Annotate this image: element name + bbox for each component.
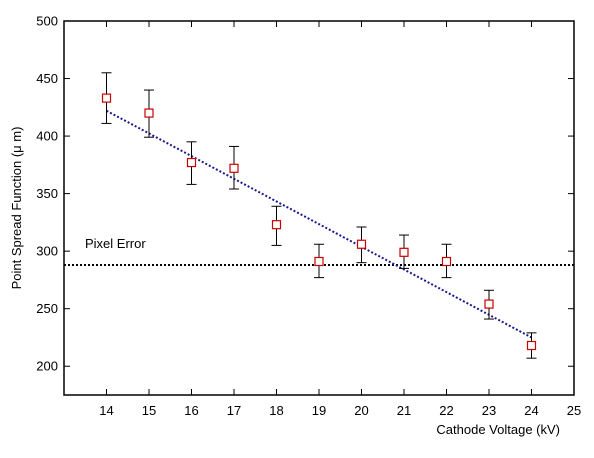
x-tick-label: 18: [269, 403, 283, 418]
data-point: [271, 220, 282, 230]
y-tick-label: 350: [36, 186, 58, 201]
y-tick-label: 450: [36, 71, 58, 86]
data-point: [186, 157, 197, 168]
data-point: [101, 93, 112, 103]
data-point: [484, 299, 494, 309]
y-tick-label: 500: [36, 14, 58, 29]
x-tick-label: 14: [99, 403, 113, 418]
data-point: [144, 108, 154, 118]
x-tick-label: 15: [142, 403, 156, 418]
x-tick-label: 24: [524, 403, 538, 418]
x-tick-label: 23: [482, 403, 496, 418]
y-axis: 200 250 300 350 400 450 500: [36, 14, 574, 374]
x-tick-label: 19: [312, 403, 326, 418]
plot-frame: [63, 20, 575, 396]
data-point: [356, 239, 367, 249]
data-point: [229, 163, 239, 173]
data-point: [526, 340, 537, 351]
x-tick-label: 16: [184, 403, 198, 418]
x-tick-label: 17: [227, 403, 241, 418]
data-point: [314, 256, 324, 267]
x-tick-label: 21: [397, 403, 411, 418]
y-tick-label: 300: [36, 244, 58, 259]
x-tick-label: 20: [354, 403, 368, 418]
x-axis: 14 15 16 17 18 19 20 21 22 23 24 25: [99, 21, 581, 418]
y-tick-label: 250: [36, 301, 58, 316]
data-points: [101, 93, 537, 351]
reference-line-label: Pixel Error: [85, 236, 146, 251]
fit-line-stroke: [106, 109, 532, 339]
data-point: [441, 256, 452, 267]
x-tick-label: 22: [439, 403, 453, 418]
data-point: [399, 247, 409, 257]
y-tick-label: 400: [36, 129, 58, 144]
y-tick-label: 200: [36, 359, 58, 374]
error-bars: [101, 72, 537, 359]
fit-line: [106, 109, 532, 339]
x-axis-label: Cathode Voltage (kV): [436, 422, 560, 437]
x-tick-label: 25: [567, 403, 581, 418]
y-axis-label: Point Spread Function (μ m): [9, 127, 24, 290]
